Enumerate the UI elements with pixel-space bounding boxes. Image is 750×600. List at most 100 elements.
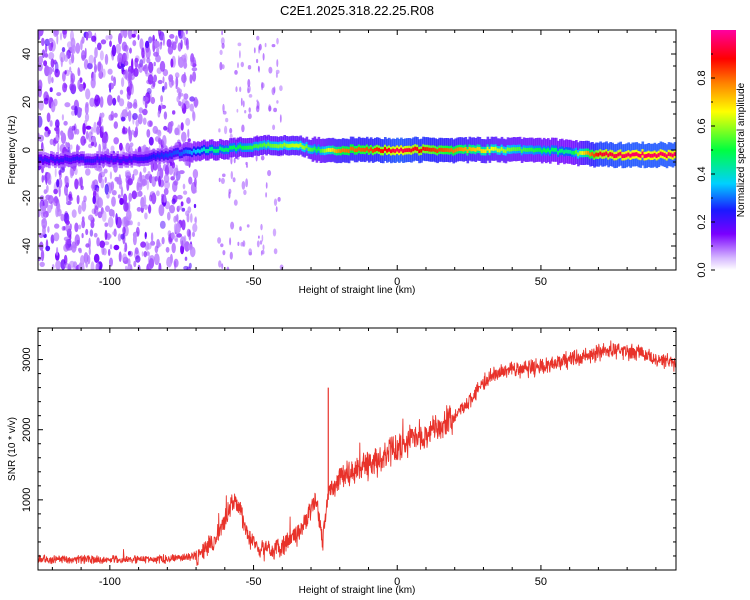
spectrogram-ridge-core xyxy=(251,145,254,150)
spectrogram-noise-cell xyxy=(56,246,59,256)
spectrogram-noise-cell xyxy=(104,53,109,65)
spectrogram-ridge-core xyxy=(565,149,568,154)
spectrogram-noise-cell xyxy=(93,121,97,133)
spectrogram-ridge-core xyxy=(428,147,431,152)
spectrogram-ridge-core xyxy=(663,153,667,157)
spectrogram-noise-cell xyxy=(178,170,185,175)
spectrogram-ridge-core xyxy=(380,149,383,153)
spectrogram-noise-cell xyxy=(64,70,67,75)
spectrogram-ridge-core xyxy=(448,148,451,153)
spectrogram-noise-cell xyxy=(169,204,175,214)
spectrogram-ridge-core xyxy=(615,154,618,158)
spectrogram-noise-cell xyxy=(171,162,176,169)
spectrogram-noise-cell xyxy=(69,234,72,241)
spectrogram-noise-cell xyxy=(184,256,188,261)
spectrogram-noise-cell xyxy=(38,100,44,111)
spectrogram-ridge-core xyxy=(581,151,584,155)
spectrogram-noise-cell xyxy=(159,220,166,229)
spectrogram-noise-cell xyxy=(135,255,141,263)
spectrogram-ridge-core xyxy=(351,146,355,151)
spectrogram-noise-cell xyxy=(176,233,183,238)
spectrogram-noise-cell xyxy=(143,250,147,258)
spectrogram-ridge-core xyxy=(198,149,202,154)
spectrogram-noise-cell xyxy=(118,98,125,107)
spectrogram-ridge-core xyxy=(122,157,126,161)
spectrogram-ridge-core xyxy=(518,146,522,151)
spectrogram-noise-cell xyxy=(176,194,183,200)
spectrogram-noise-cell xyxy=(122,193,128,205)
spectrogram-noise-cell xyxy=(148,36,153,44)
spectrogram-noise-cell xyxy=(218,177,221,183)
spectrogram-noise-cell xyxy=(157,129,162,137)
spectrogram-noise-cell xyxy=(143,65,147,70)
spectrogram-ridge-core xyxy=(637,153,641,158)
spectrogram-noise-cell xyxy=(80,255,85,265)
spectrogram-noise-cell xyxy=(66,41,73,49)
spectrogram-noise-cell xyxy=(88,214,94,221)
spectrogram-noise-cell xyxy=(248,248,253,256)
spectrogram-ridge-core xyxy=(388,147,391,152)
spectrogram-x-tick-label: 50 xyxy=(535,276,547,288)
spectrogram-noise-cell xyxy=(192,109,195,119)
spectrogram-noise-cell xyxy=(137,34,140,41)
spectrogram-noise-cell xyxy=(247,113,252,120)
spectrogram-noise-cell xyxy=(240,61,244,68)
spectrogram-noise-cell xyxy=(49,87,53,93)
spectrogram-noise-cell xyxy=(99,96,104,108)
spectrogram-noise-cell xyxy=(158,262,162,270)
spectrogram-noise-cell xyxy=(246,224,250,228)
spectrogram-noise-cell xyxy=(69,260,75,268)
spectrogram-noise-cell xyxy=(88,54,94,65)
spectrogram-noise-cell xyxy=(119,89,124,95)
spectrogram-noise-cell xyxy=(159,167,164,179)
spectrogram-noise-cell xyxy=(90,220,95,229)
spectrogram-ridge-core xyxy=(221,147,224,152)
spectrogram-ridge-core xyxy=(478,147,482,151)
spectrogram-ridge-core xyxy=(124,158,128,163)
spectrogram-ridge-core xyxy=(532,148,536,153)
spectrogram-noise-cell xyxy=(174,127,180,136)
spectrogram-noise-cell xyxy=(174,72,180,79)
spectrogram-ridge-core xyxy=(319,149,323,153)
spectrogram-noise-cell xyxy=(139,38,144,50)
spectrogram-ridge-core xyxy=(68,158,71,162)
spectrogram-noise-cell xyxy=(180,102,185,109)
spectrogram-noise-cell xyxy=(82,122,86,135)
spectrogram-noise-cell xyxy=(51,77,54,84)
spectrogram-ridge-core xyxy=(154,155,158,159)
spectrogram-ridge-core xyxy=(524,148,528,152)
spectrogram-noise-cell xyxy=(120,186,124,198)
spectrogram-noise-cell xyxy=(60,130,64,137)
spectrogram-ridge-core xyxy=(376,147,379,151)
spectrogram-ridge-core xyxy=(295,143,299,148)
spectrogram-ridge-core xyxy=(297,144,301,148)
spectrogram-noise-cell xyxy=(131,33,136,38)
spectrogram-ridge-core xyxy=(60,158,63,162)
spectrogram-noise-cell xyxy=(100,39,107,45)
spectrogram-noise-cell xyxy=(138,107,144,114)
spectrogram-noise-cell xyxy=(187,128,190,139)
spectrogram-noise-cell xyxy=(163,111,168,120)
spectrogram-noise-cell xyxy=(218,260,222,268)
spectrogram-noise-cell xyxy=(273,248,278,255)
spectrogram-noise-cell xyxy=(113,244,120,251)
spectrogram-ridge-core xyxy=(635,152,639,156)
spectrogram-noise-cell xyxy=(109,257,113,267)
spectrogram-noise-cell xyxy=(173,167,179,175)
spectrogram-noise-cell xyxy=(192,71,197,82)
spectrogram-noise-cell xyxy=(245,161,248,166)
spectrogram-noise-cell xyxy=(126,209,132,221)
spectrogram-noise-cell xyxy=(233,199,238,206)
spectrogram-ridge-core xyxy=(418,149,421,154)
spectrogram-ridge-core xyxy=(158,154,162,159)
spectrogram-noise-cell xyxy=(236,108,239,113)
spectrogram-ridge-core xyxy=(386,148,389,153)
spectrogram-noise-cell xyxy=(64,102,71,108)
spectrogram-noise-cell xyxy=(70,144,73,150)
spectrogram-noise-cell xyxy=(256,101,260,110)
spectrogram-noise-cell xyxy=(63,120,68,126)
spectrogram-noise-cell xyxy=(65,224,70,232)
spectrogram-ridge-core xyxy=(275,144,278,148)
spectrogram-noise-cell xyxy=(149,194,153,202)
spectrogram-noise-cell xyxy=(171,242,176,254)
